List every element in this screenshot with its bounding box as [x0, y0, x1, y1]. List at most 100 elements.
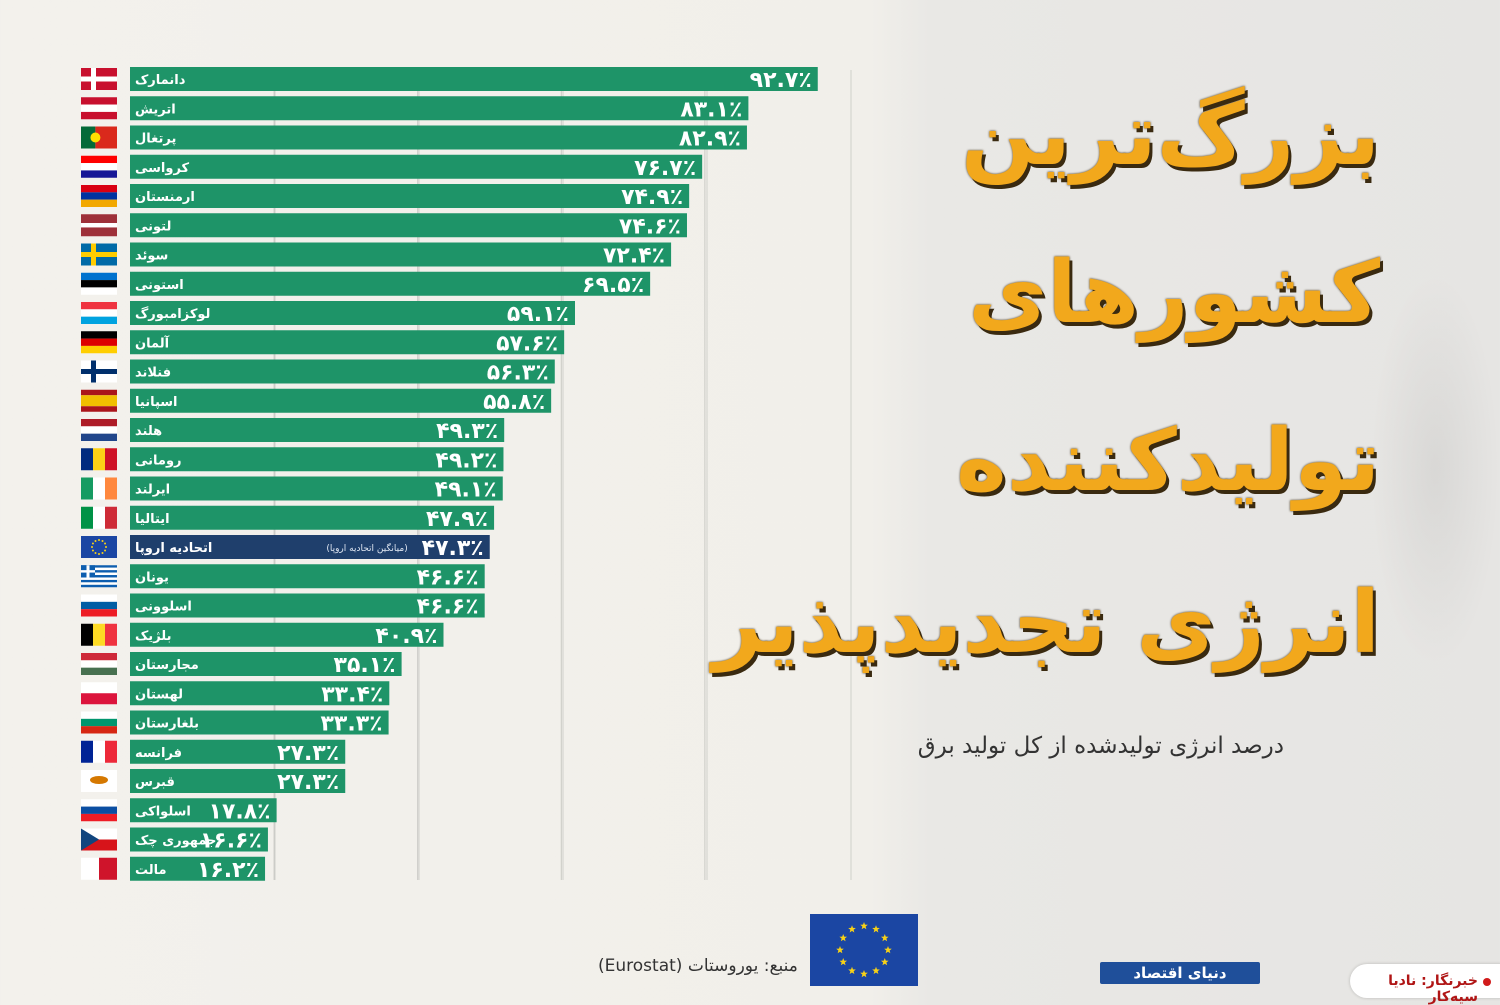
bar-label: لوکزامبورگ: [135, 305, 210, 322]
subtitle: درصد انرژی تولیدشده از کل تولید برق: [917, 733, 1284, 759]
bar: [130, 710, 389, 735]
bar-value: ۴۷.۳٪: [422, 536, 484, 561]
flag-icon: [81, 828, 117, 851]
title-line-4: انرژی تجدیدپذیر: [712, 573, 1380, 673]
bar: [130, 359, 555, 384]
bar: [130, 213, 687, 238]
bar-label: مجارستان: [135, 658, 199, 673]
bar-label: کرواسی: [135, 161, 190, 176]
flag-icon: [81, 799, 117, 822]
bar: [130, 622, 444, 647]
title-line-1: بزرگ‌ترین: [961, 85, 1380, 185]
bar-value: ۸۳.۱٪: [680, 97, 742, 122]
chart: دانمارک ۹۲.۷٪ اتریش ۸۳.۱٪ پرتغال ۸۲.۹٪ کرواسی ۷…: [81, 67, 852, 883]
flag-icon: [81, 389, 117, 412]
flag-icon: [81, 97, 117, 120]
flag-icon: [81, 155, 117, 178]
flag-icon: [81, 214, 117, 237]
bar-value: ۴۷.۹٪: [426, 507, 488, 532]
flag-icon: [81, 536, 117, 558]
reporter-credit-text: خبرنگار: نادیا سیه‌کار: [1388, 973, 1478, 1005]
bar-value: ۳۳.۳٪: [321, 712, 383, 737]
bar: [130, 154, 703, 179]
bar-label: اتحادیه اروپا: [135, 541, 212, 556]
bar: [130, 67, 818, 91]
bar-value: ۵۷.۶٪: [496, 331, 558, 356]
title-line-2: کشورهای: [968, 243, 1380, 343]
bar: [130, 125, 747, 150]
bar-value: ۷۲.۴٪: [603, 244, 665, 269]
bar: [130, 184, 690, 208]
bar: [130, 242, 672, 267]
flag-icon: [81, 243, 117, 266]
bar-value: ۵۵.۸٪: [483, 390, 545, 415]
bar-value: ۷۶.۷٪: [634, 156, 696, 181]
bar: [130, 447, 504, 472]
eu-star-icon: [860, 922, 868, 930]
eu-star-icon: [848, 966, 856, 975]
flag-icon: [81, 506, 117, 529]
credit-dot-icon: [1483, 978, 1491, 986]
bar-label: سوئد: [135, 249, 168, 264]
bar: [130, 827, 268, 852]
flag-icon: [81, 185, 117, 207]
bar: [130, 301, 575, 325]
bar-value: ۴۹.۲٪: [435, 448, 497, 473]
bar-label: هلند: [135, 424, 162, 439]
eu-star-icon: [839, 958, 848, 966]
bar-value: ۸۲.۹٪: [679, 127, 741, 152]
bar-value: ۳۵.۱٪: [334, 653, 396, 678]
bar: [130, 769, 346, 793]
bar-label: فرانسه: [135, 746, 182, 761]
flag-icon: [81, 594, 117, 617]
background-watermark: [1370, 270, 1500, 670]
bar-label: دانمارک: [135, 73, 186, 88]
flag-icon: [81, 126, 117, 149]
source-text: منبع: یوروستات (Eurostat): [598, 956, 798, 976]
bar: [130, 330, 565, 355]
bar: [130, 681, 390, 706]
bar: [130, 388, 552, 413]
bar: [130, 535, 490, 559]
flag-icon: [81, 477, 117, 500]
flag-icon: [81, 448, 117, 471]
bar-value: ۲۷.۳٪: [277, 741, 339, 766]
reporter-credit: [1350, 964, 1500, 998]
bar: [130, 505, 495, 530]
bar-value: ۴۹.۱٪: [435, 478, 497, 503]
flag-icon: [81, 770, 117, 792]
bar-label: بلغارستان: [135, 717, 199, 732]
bar: [130, 798, 277, 823]
flag-icon: [81, 272, 117, 295]
flag-icon: [81, 653, 117, 675]
eu-flag-icon: [810, 914, 918, 986]
bar-label: مالت: [135, 863, 167, 878]
bar-label: ایتالیا: [135, 512, 170, 527]
bar-value: ۵۹.۱٪: [507, 302, 569, 327]
bar-label: لتونی: [135, 219, 171, 234]
bar-label: لهستان: [135, 687, 183, 702]
bar-value: ۳۳.۴٪: [321, 682, 383, 707]
bar-value: ۴۰.۹٪: [375, 624, 437, 649]
bar-label: جمهوری چک: [135, 834, 216, 849]
bar-value: ۱۶.۶٪: [200, 829, 262, 854]
flag-icon: [81, 623, 117, 646]
bar: [130, 856, 266, 881]
bar-value: ۷۴.۹٪: [621, 185, 683, 210]
eu-star-icon: [880, 934, 889, 942]
flag-icon: [81, 682, 117, 705]
bar-value: ۴۶.۶٪: [417, 565, 479, 590]
eu-star-icon: [880, 958, 889, 966]
eu-star-icon: [860, 970, 868, 978]
flag-icon: [81, 302, 117, 324]
eu-star-icon: [872, 925, 880, 933]
publisher-logo: دنیای اقتصاد: [1100, 962, 1260, 984]
bar-label: رومانی: [135, 453, 182, 468]
bar-label: اتریش: [135, 102, 176, 117]
eu-star-icon: [836, 946, 844, 954]
bar-label: فنلاند: [135, 366, 171, 381]
flag-icon: [81, 740, 117, 763]
bar: [130, 96, 749, 121]
flag-icon: [81, 419, 117, 441]
bar-value: ۵۶.۳٪: [487, 361, 549, 386]
